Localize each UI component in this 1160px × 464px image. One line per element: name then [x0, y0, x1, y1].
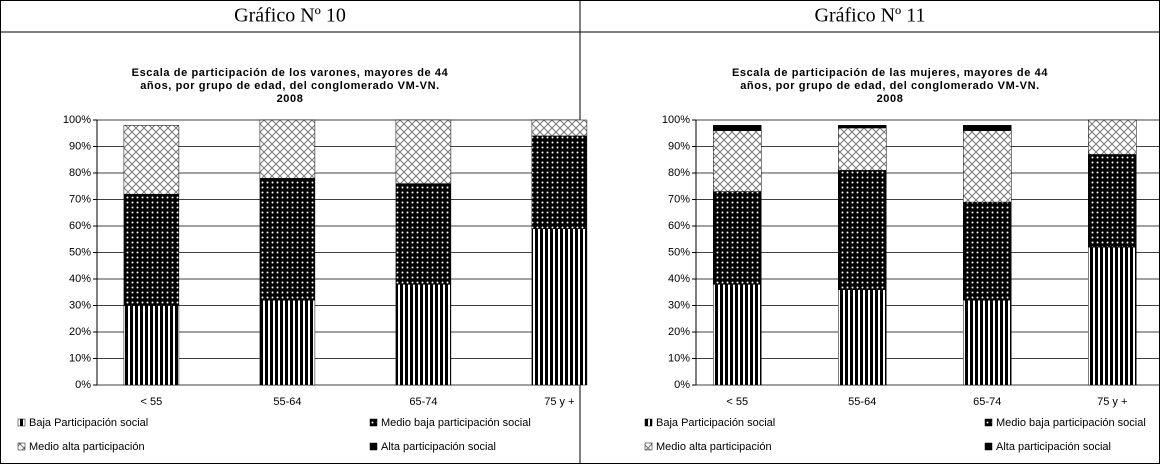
header: Gráfico Nº 11	[815, 5, 926, 27]
y-tick-label: 60%	[668, 220, 690, 232]
bar-segment	[838, 289, 887, 386]
chart-title: años, por grupo de edad, del conglomerad…	[140, 80, 440, 92]
y-tick-label: 40%	[69, 273, 91, 285]
y-tick-label: 50%	[69, 246, 91, 258]
y-tick-label: 0%	[674, 379, 690, 391]
legend-label: Baja Participación social	[656, 417, 775, 429]
chart-title: 2008	[877, 93, 904, 105]
legend-label: Alta participación social	[381, 441, 496, 453]
x-tick-label: 65-74	[409, 396, 437, 408]
bar-segment	[838, 125, 887, 129]
y-tick-label: 80%	[668, 167, 690, 179]
bar-segment	[259, 178, 316, 301]
bar-segment	[531, 119, 588, 137]
legend-swatch	[17, 442, 26, 451]
y-tick-label: 70%	[668, 193, 690, 205]
bar-segment	[713, 191, 762, 285]
legend-label: Medio baja participación social	[381, 417, 531, 429]
y-tick-label: 90%	[668, 140, 690, 152]
bar-segment	[259, 299, 316, 386]
bar-segment	[713, 284, 762, 386]
legend-label: Medio alta participación	[29, 441, 145, 453]
bar-segment	[123, 125, 180, 195]
y-tick-label: 0%	[75, 379, 91, 391]
x-tick-label: 55-64	[848, 396, 876, 408]
legend-swatch	[17, 418, 26, 427]
y-tick-label: 20%	[69, 326, 91, 338]
bar-segment	[259, 119, 316, 179]
y-tick-label: 90%	[69, 140, 91, 152]
legend-label: Alta participación social	[996, 441, 1111, 453]
y-tick-label: 40%	[668, 273, 690, 285]
x-tick-label: 75 y +	[1097, 396, 1127, 408]
y-tick-label: 100%	[63, 114, 91, 126]
x-tick-label: < 55	[726, 396, 748, 408]
x-tick-label: 65-74	[973, 396, 1001, 408]
bar-segment	[531, 228, 588, 386]
y-tick-label: 10%	[69, 352, 91, 364]
chart-title: años, por grupo de edad, del conglomerad…	[740, 80, 1040, 92]
legend-swatch	[369, 418, 378, 427]
y-tick-label: 70%	[69, 193, 91, 205]
bar-segment	[395, 119, 452, 184]
bar-segment	[713, 125, 762, 131]
chart-title: Escala de participación de las mujeres, …	[732, 67, 1048, 79]
y-tick-label: 50%	[668, 246, 690, 258]
bar-segment	[1088, 119, 1137, 155]
bar-segment	[395, 284, 452, 386]
bar-segment	[123, 193, 180, 306]
bar-segment	[838, 127, 887, 171]
y-tick-label: 80%	[69, 167, 91, 179]
chart-title: 2008	[277, 93, 304, 105]
legend-swatch	[644, 418, 653, 427]
y-tick-label: 30%	[69, 299, 91, 311]
chart-title: Escala de participación de los varones, …	[132, 67, 449, 79]
y-tick-label: 10%	[668, 352, 690, 364]
bar-segment	[963, 125, 1012, 131]
legend-label: Baja Participación social	[29, 417, 148, 429]
bar-segment	[838, 170, 887, 290]
x-tick-label: 75 y +	[544, 396, 574, 408]
legend-swatch	[984, 418, 993, 427]
bar-segment	[531, 135, 588, 229]
bar-segment	[1088, 246, 1137, 386]
y-tick-label: 30%	[668, 299, 690, 311]
bar-segment	[395, 183, 452, 285]
legend-swatch	[644, 442, 653, 451]
bar-segment	[1088, 154, 1137, 248]
y-tick-label: 100%	[662, 114, 690, 126]
bar-segment	[963, 299, 1012, 386]
bar-segment	[963, 201, 1012, 301]
legend-label: Medio alta participación	[656, 441, 772, 453]
legend-swatch	[369, 442, 378, 451]
legend-swatch	[984, 442, 993, 451]
bar-segment	[123, 305, 180, 386]
y-tick-label: 60%	[69, 220, 91, 232]
y-tick-label: 20%	[668, 326, 690, 338]
x-tick-label: < 55	[141, 396, 163, 408]
x-tick-label: 55-64	[273, 396, 301, 408]
header: Gráfico Nº 10	[234, 5, 346, 27]
legend-label: Medio baja participación social	[996, 417, 1146, 429]
bar-segment	[963, 130, 1012, 203]
bar-segment	[713, 130, 762, 192]
